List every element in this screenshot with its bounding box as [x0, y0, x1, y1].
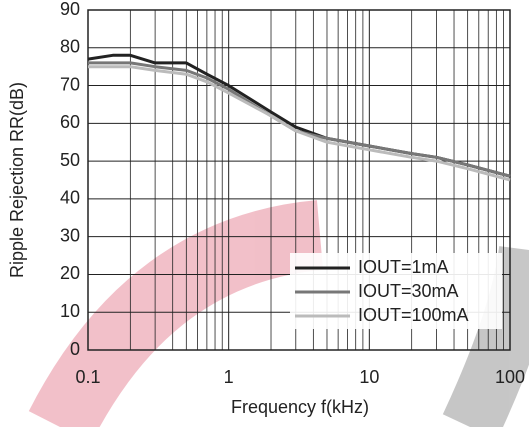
y-tick-label: 60 — [60, 112, 80, 132]
y-tick-label: 20 — [60, 263, 80, 283]
x-tick-label: 0.1 — [75, 367, 100, 387]
y-tick-label: 50 — [60, 150, 80, 170]
series-line — [88, 61, 511, 178]
y-tick-label: 0 — [70, 339, 80, 359]
y-tick-label: 30 — [60, 225, 80, 245]
y-tick-label: 90 — [60, 0, 80, 19]
series-line — [87, 53, 511, 178]
y-tick-label: 80 — [60, 37, 80, 57]
y-axis-label: Ripple Rejection RR(dB) — [7, 82, 27, 278]
x-tick-label: 100 — [495, 367, 525, 387]
x-axis-label: Frequency f(kHz) — [231, 397, 369, 417]
series-line — [88, 65, 511, 182]
y-tick-label: 70 — [60, 74, 80, 94]
y-tick-label: 40 — [60, 188, 80, 208]
legend-label: IOUT=100mA — [358, 305, 469, 325]
x-tick-label: 1 — [224, 367, 234, 387]
legend-label: IOUT=1mA — [358, 257, 449, 277]
y-tick-label: 10 — [60, 301, 80, 321]
x-tick-label: 10 — [359, 367, 379, 387]
legend-label: IOUT=30mA — [358, 281, 459, 301]
